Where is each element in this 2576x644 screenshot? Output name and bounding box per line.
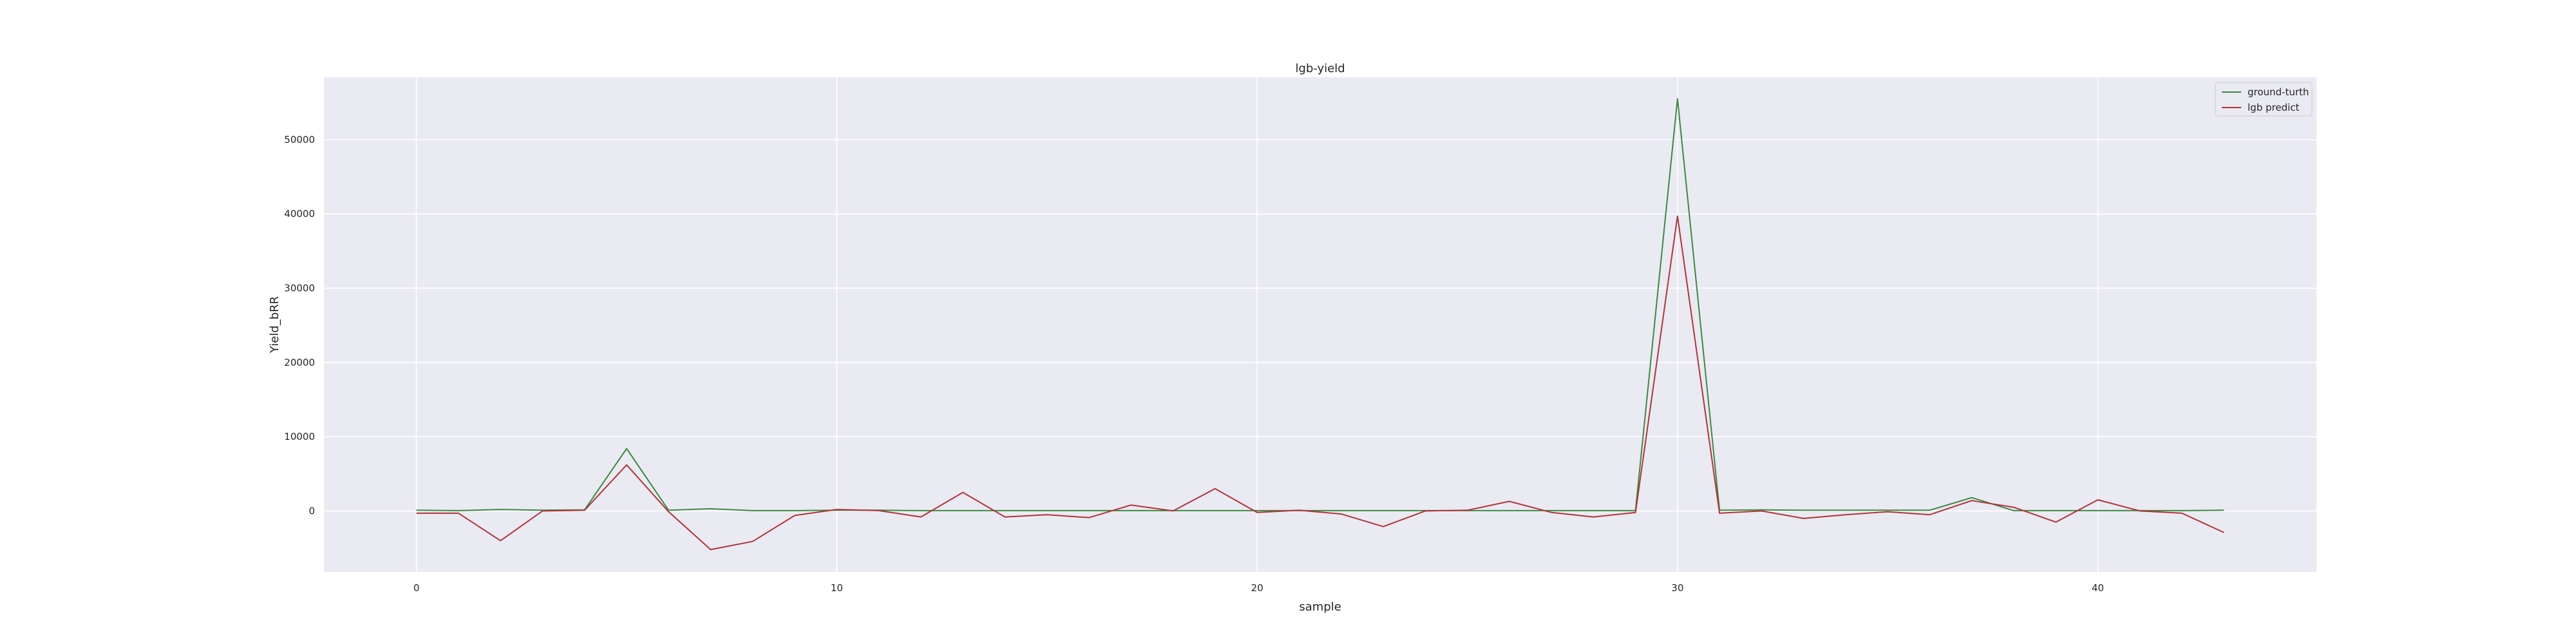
- y-tick-label: 20000: [284, 357, 315, 368]
- series-lines: [416, 98, 2224, 551]
- x-tick-label: 0: [413, 582, 420, 594]
- y-tick-label: 40000: [284, 208, 315, 220]
- y-tick-label: 30000: [284, 282, 315, 294]
- x-tick-label: 10: [831, 582, 843, 594]
- x-tick-label: 20: [1251, 582, 1264, 594]
- tick-labels: 0 10 20 30 40 0 10000 20000 30000 40000 50000: [284, 134, 2104, 594]
- plot-area: [324, 77, 2316, 572]
- legend-entry-label: lgb predict: [2248, 102, 2300, 113]
- legend-entry-label: ground-turth: [2248, 86, 2309, 98]
- legend: ground-turth lgb predict: [2215, 82, 2313, 117]
- y-axis-label: Yield_bRR: [268, 296, 281, 354]
- x-axis-label: sample: [1299, 600, 1341, 614]
- y-tick-label: 50000: [284, 134, 315, 146]
- x-tick-label: 30: [1671, 582, 1683, 594]
- chart-title: lgb-yield: [1295, 62, 1345, 75]
- y-tick-label: 0: [308, 505, 315, 516]
- series-line-lgb-predict: [416, 215, 2224, 551]
- x-tick-label: 40: [2092, 582, 2104, 594]
- series-line-ground-truth: [416, 98, 2224, 511]
- y-tick-label: 10000: [284, 431, 315, 442]
